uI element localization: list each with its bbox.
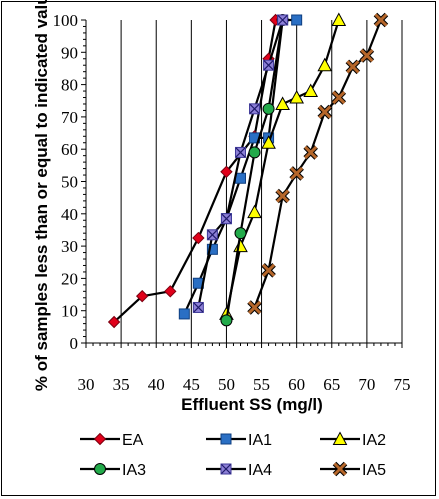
y-tick-label: 0 (70, 334, 79, 353)
legend-marker-IA2 (332, 431, 348, 445)
data-point-IA4 (206, 229, 218, 241)
series-line-IA1 (183, 18, 297, 315)
data-point-IA2 (303, 83, 319, 98)
data-point-IA4 (220, 213, 232, 225)
legend-marker-IA3 (94, 463, 106, 475)
data-point-IA1 (178, 308, 190, 320)
series-IA4 (192, 14, 289, 313)
legend: EA IA1 IA2 IA3 IA4 IA5 (80, 431, 386, 479)
data-point-IA5 (261, 263, 276, 278)
data-point-IA1 (291, 14, 303, 26)
data-point-EA (135, 289, 149, 303)
data-point-IA2 (331, 12, 347, 26)
legend-label: IA4 (248, 462, 272, 479)
gridlines (120, 20, 403, 343)
data-point-IA3 (262, 102, 275, 115)
legend-marker-IA4 (220, 463, 232, 475)
data-point-IA5 (275, 188, 290, 204)
data-point-IA5 (345, 59, 361, 75)
data-point-EA (164, 285, 177, 298)
series-IA1 (178, 14, 303, 320)
legend-item-IA4: IA4 (206, 462, 272, 479)
data-point-EA (220, 165, 233, 179)
y-tick-label: 50 (61, 173, 78, 192)
x-tick-label: 30 (78, 375, 95, 394)
x-tick-label: 65 (323, 375, 340, 394)
y-tick-label: 70 (61, 108, 78, 127)
data-point-IA2 (317, 57, 333, 72)
data-point-IA5 (317, 104, 333, 120)
data-point-IA5 (303, 145, 318, 160)
data-point-IA5 (247, 300, 262, 315)
x-tick-label: 35 (113, 375, 130, 394)
legend-label: EA (122, 432, 144, 449)
x-tick-label: 50 (218, 375, 235, 394)
x-tick-label: 60 (288, 375, 305, 394)
series-layer (107, 12, 389, 329)
data-point-IA2 (275, 96, 290, 110)
y-tick-label: 90 (61, 43, 78, 62)
legend-label: IA3 (122, 462, 146, 479)
data-point-IA1 (234, 172, 246, 184)
series-line-IA5 (253, 19, 382, 308)
data-point-IA3 (234, 227, 247, 240)
data-point-IA2 (233, 238, 248, 253)
legend-marker-EA (93, 432, 107, 446)
y-tick-label: 40 (61, 205, 78, 224)
data-point-IA4 (234, 146, 246, 158)
legend-label: IA1 (248, 432, 272, 449)
y-tick-label: 60 (61, 140, 78, 159)
legend-label: IA2 (362, 432, 386, 449)
x-tick-label: 70 (358, 375, 375, 394)
legend-item-IA5: IA5 (320, 461, 386, 479)
legend-item-IA3: IA3 (80, 462, 146, 479)
x-tick-label: 75 (394, 375, 411, 394)
series-IA5 (247, 12, 389, 315)
legend-marker-IA1 (220, 433, 232, 445)
x-tick-label: 45 (183, 375, 200, 394)
legend-item-IA1: IA1 (206, 432, 272, 449)
data-point-IA3 (220, 314, 233, 327)
data-point-EA (107, 315, 121, 329)
y-tick-label: 20 (61, 269, 78, 288)
y-tick-label: 30 (61, 237, 78, 256)
data-point-IA4 (277, 14, 289, 26)
x-axis-label: Effluent SS (mg/l) (181, 395, 323, 414)
y-tick-label: 80 (61, 76, 78, 95)
legend-marker-IA5 (332, 461, 348, 477)
data-point-IA2 (261, 135, 276, 149)
data-point-EA (192, 231, 205, 245)
data-point-IA2 (289, 89, 305, 104)
data-point-IA4 (249, 103, 261, 115)
y-tick-label: 100 (53, 11, 79, 30)
data-point-IA5 (373, 12, 389, 28)
x-tick-label: 55 (253, 375, 270, 394)
legend-label: IA5 (362, 462, 386, 479)
data-point-IA3 (248, 146, 261, 159)
x-axis-ticks: 30 35 40 45 50 55 60 65 70 75 (78, 343, 411, 394)
legend-item-IA2: IA2 (320, 431, 386, 449)
data-point-IA4 (263, 59, 275, 71)
data-point-IA5 (331, 90, 347, 105)
x-tick-label: 40 (148, 375, 165, 394)
data-point-IA4 (192, 301, 204, 313)
series-IA2 (219, 12, 347, 320)
data-point-IA1 (206, 243, 218, 255)
data-point-IA5 (289, 166, 304, 181)
y-axis-label: % of samples less than or equal to indic… (32, 0, 51, 391)
y-tick-label: 10 (61, 302, 78, 321)
legend-item-EA: EA (80, 432, 144, 449)
y-axis-ticks: 0 10 20 30 40 50 60 70 80 90 100 (53, 11, 86, 353)
data-point-IA2 (247, 204, 262, 219)
data-point-IA5 (359, 48, 375, 63)
